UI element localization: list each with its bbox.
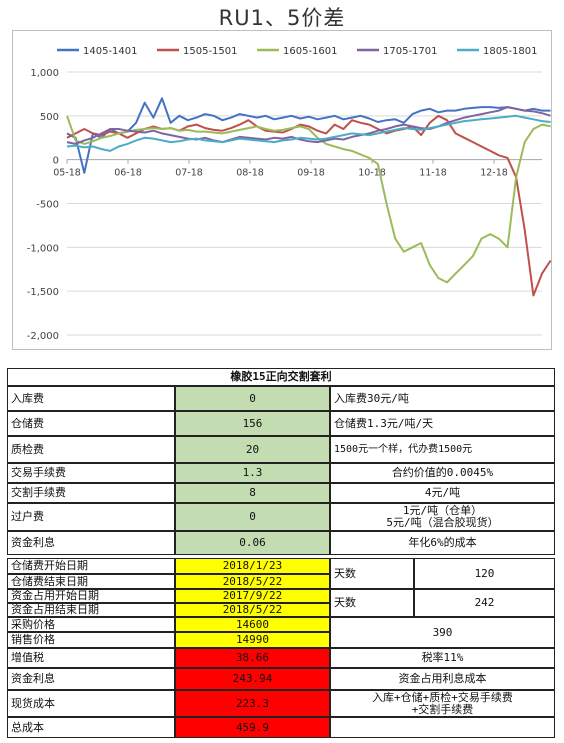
x-tick-label: 08-18 bbox=[236, 168, 264, 179]
vat-value: 38.66 bbox=[175, 648, 330, 668]
y-tick-label: -1,000 bbox=[27, 243, 59, 254]
row-note: 合约价值的0.0045% bbox=[330, 463, 555, 483]
x-tick-label: 12-18 bbox=[480, 168, 508, 179]
row-note: 年化6%的成本 bbox=[330, 531, 555, 555]
x-tick-label: 09-18 bbox=[297, 168, 325, 179]
y-tick-label: 500 bbox=[40, 112, 59, 123]
date-label: 资金占用开始日期 bbox=[7, 589, 175, 603]
axis-layer: 1,000 500 0 -500 -1,000 -1,500 -2,000 05-18 06-1… bbox=[27, 68, 508, 342]
spot-cost-label: 现货成本 bbox=[7, 690, 175, 717]
x-tick-label: 10-18 bbox=[358, 168, 386, 179]
series-line-1405-1401 bbox=[66, 97, 551, 174]
series-line-1805-1801 bbox=[66, 114, 551, 152]
row-label: 仓储费 bbox=[7, 411, 175, 436]
spot-cost-value: 223.3 bbox=[175, 690, 330, 717]
row-value: 0.06 bbox=[175, 531, 330, 555]
row-value: 1.3 bbox=[175, 463, 330, 483]
row-note: 1元/吨（仓单） 5元/吨（混合胶现货） bbox=[330, 503, 555, 531]
spot-cost-note: 入库+仓储+质检+交易手续费 +交割手续费 bbox=[330, 690, 555, 717]
grid-layer bbox=[67, 71, 542, 336]
row-label: 交易手续费 bbox=[7, 463, 175, 483]
date-value: 2018/5/22 bbox=[175, 603, 330, 617]
y-tick-label: 1,000 bbox=[30, 68, 59, 79]
y-tick-label: -500 bbox=[36, 200, 59, 211]
row-label: 资金利息 bbox=[7, 531, 175, 555]
x-tick-label: 07-18 bbox=[175, 168, 203, 179]
row-note-line: 1元/吨（仓单） bbox=[402, 504, 483, 517]
table-title: 橡胶15正向交割套利 bbox=[7, 368, 555, 386]
interest-value: 243.94 bbox=[175, 668, 330, 690]
x-tick-label: 11-18 bbox=[419, 168, 447, 179]
date-label: 资金占用结束日期 bbox=[7, 603, 175, 617]
vat-note: 税率11% bbox=[330, 648, 555, 668]
row-label: 过户费 bbox=[7, 503, 175, 531]
date-value: 2017/9/22 bbox=[175, 589, 330, 603]
row-value: 0 bbox=[175, 503, 330, 531]
series-line-1605-1601 bbox=[66, 115, 551, 284]
legend-label: 1605-1601 bbox=[283, 46, 338, 57]
sale-label: 销售价格 bbox=[7, 632, 175, 648]
y-tick-label: 0 bbox=[53, 156, 59, 167]
sale-value: 14990 bbox=[175, 632, 330, 648]
days-label: 天数 bbox=[330, 558, 414, 589]
legend-label: 1405-1401 bbox=[83, 46, 138, 57]
row-label: 入库费 bbox=[7, 386, 175, 411]
date-label: 仓储费结束日期 bbox=[7, 574, 175, 589]
date-label: 仓储费开始日期 bbox=[7, 558, 175, 574]
days-value: 242 bbox=[414, 589, 555, 617]
row-value: 0 bbox=[175, 386, 330, 411]
series-layer bbox=[66, 97, 552, 297]
arbitrage-table: 橡胶15正向交割套利 入库费 0 入库费30元/吨 仓储费 156 仓储费1.3… bbox=[7, 368, 555, 738]
date-value: 2018/5/22 bbox=[175, 574, 330, 589]
row-note-line: 5元/吨（混合胶现货） bbox=[386, 516, 499, 529]
y-tick-label: -2,000 bbox=[27, 331, 59, 342]
y-tick-label: -1,500 bbox=[27, 287, 59, 298]
chart-legend: 1405-1401 1505-1501 1605-1601 1705-1701 1805… bbox=[57, 46, 538, 57]
series-line-1505-1501 bbox=[66, 114, 552, 297]
row-label: 质检费 bbox=[7, 436, 175, 463]
spot-cost-note-line: +交割手续费 bbox=[411, 702, 474, 716]
days-label: 天数 bbox=[330, 589, 414, 617]
interest-note: 资金占用利息成本 bbox=[330, 668, 555, 690]
purchase-label: 采购价格 bbox=[7, 617, 175, 632]
date-value: 2018/1/23 bbox=[175, 558, 330, 574]
chart-frame bbox=[12, 30, 552, 350]
row-value: 156 bbox=[175, 411, 330, 436]
total-cost-label: 总成本 bbox=[7, 717, 175, 738]
legend-label: 1805-1801 bbox=[483, 46, 538, 57]
row-value: 20 bbox=[175, 436, 330, 463]
spread-line-chart: 1405-1401 1505-1501 1605-1601 1705-1701 1805… bbox=[27, 46, 552, 342]
x-tick-label: 06-18 bbox=[114, 168, 142, 179]
row-label: 交割手续费 bbox=[7, 483, 175, 503]
row-note: 仓储费1.3元/吨/天 bbox=[330, 411, 555, 436]
total-cost-note bbox=[330, 717, 555, 738]
interest-label: 资金利息 bbox=[7, 668, 175, 690]
vat-label: 增值税 bbox=[7, 648, 175, 668]
row-note: 入库费30元/吨 bbox=[330, 386, 555, 411]
legend-label: 1705-1701 bbox=[383, 46, 438, 57]
days-value: 120 bbox=[414, 558, 555, 589]
row-note: 1500元一个样，代办费1500元 bbox=[330, 436, 555, 463]
chart-title: RU1、5价差 bbox=[218, 6, 346, 30]
x-tick-label: 05-18 bbox=[53, 168, 81, 179]
row-note: 4元/吨 bbox=[330, 483, 555, 503]
series-line-1705-1701 bbox=[66, 106, 551, 145]
spread-value: 390 bbox=[330, 617, 555, 648]
spot-cost-note-line: 入库+仓储+质检+交易手续费 bbox=[372, 690, 513, 704]
legend-label: 1505-1501 bbox=[183, 46, 238, 57]
total-cost-value: 459.9 bbox=[175, 717, 330, 738]
row-value: 8 bbox=[175, 483, 330, 503]
purchase-value: 14600 bbox=[175, 617, 330, 632]
